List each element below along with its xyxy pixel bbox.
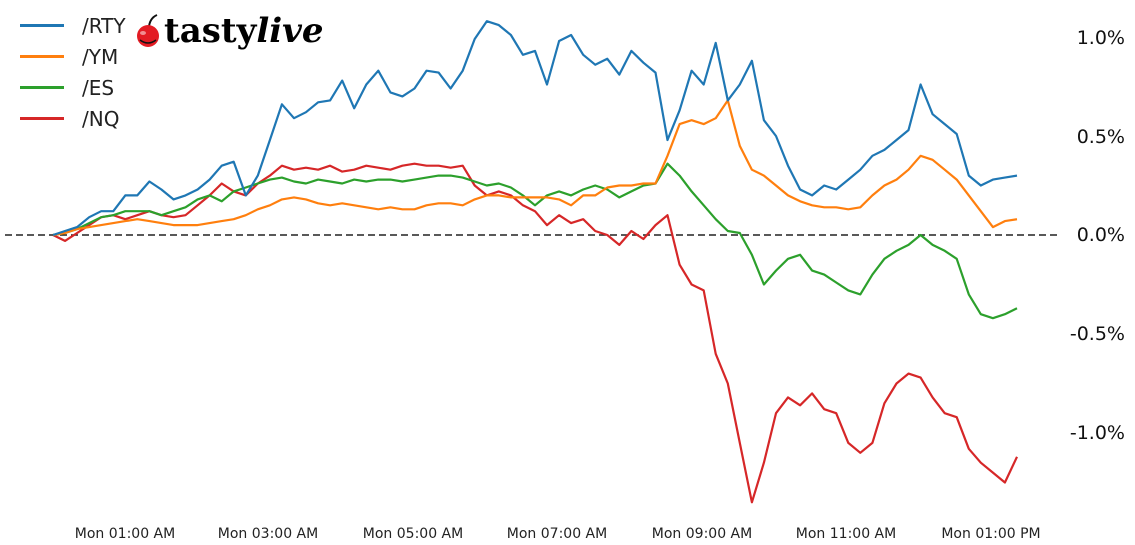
legend-item-rty: /RTY bbox=[20, 10, 126, 41]
series-lines bbox=[52, 20, 1018, 504]
tastylive-logo: tastylive bbox=[134, 14, 324, 48]
legend-label: /NQ bbox=[82, 106, 120, 131]
x-tick-label: Mon 07:00 AM bbox=[506, 526, 608, 542]
legend: /RTY /YM /ES /NQ bbox=[20, 10, 126, 134]
y-tick-label: -1.0% bbox=[1069, 422, 1125, 444]
legend-item-es: /ES bbox=[20, 72, 126, 103]
x-tick-label: Mon 03:00 AM bbox=[217, 526, 319, 542]
y-tick-label: 0.0% bbox=[1076, 224, 1125, 246]
legend-item-nq: /NQ bbox=[20, 103, 126, 134]
legend-swatch bbox=[20, 86, 64, 89]
series-line-ym bbox=[52, 99, 1018, 237]
y-tick-label: 1.0% bbox=[1076, 27, 1125, 49]
logo-tasty: tasty bbox=[164, 11, 257, 51]
x-tick-label: Mon 01:00 PM bbox=[941, 526, 1041, 542]
x-tick-label: Mon 09:00 AM bbox=[651, 526, 753, 542]
legend-swatch bbox=[20, 24, 64, 27]
logo-live: live bbox=[256, 11, 324, 51]
series-line-es bbox=[52, 162, 1018, 320]
series-line-nq bbox=[52, 162, 1018, 504]
series-line-rty bbox=[52, 20, 1018, 237]
y-tick-label: -0.5% bbox=[1069, 323, 1125, 345]
logo-wordmark: tastylive bbox=[164, 14, 324, 48]
x-tick-label: Mon 05:00 AM bbox=[362, 526, 464, 542]
legend-item-ym: /YM bbox=[20, 41, 126, 72]
legend-swatch bbox=[20, 117, 64, 120]
legend-label: /RTY bbox=[82, 13, 126, 38]
x-tick-label: Mon 11:00 AM bbox=[795, 526, 897, 542]
legend-label: /ES bbox=[82, 75, 115, 100]
legend-swatch bbox=[20, 55, 64, 58]
y-tick-label: 0.5% bbox=[1076, 126, 1125, 148]
x-tick-label: Mon 01:00 AM bbox=[74, 526, 176, 542]
legend-label: /YM bbox=[82, 44, 119, 69]
cherry-icon bbox=[137, 14, 159, 47]
